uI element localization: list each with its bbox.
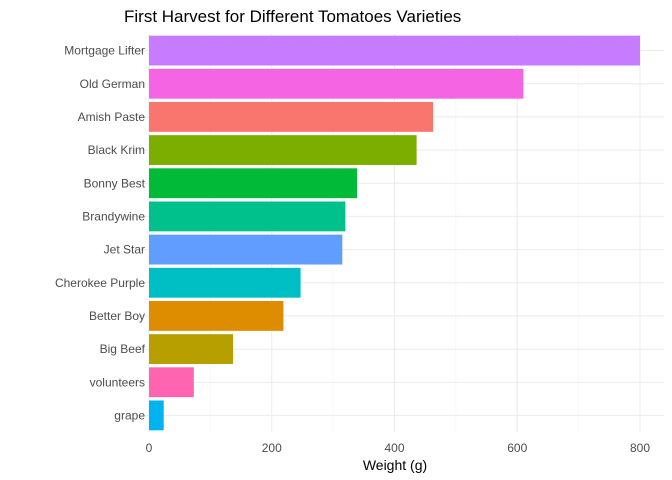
y-tick-label: Mortgage Lifter bbox=[64, 44, 145, 58]
y-tick-label: Cherokee Purple bbox=[55, 276, 145, 290]
x-tick-label: 800 bbox=[630, 441, 650, 455]
bar-mortgage-lifter bbox=[149, 35, 640, 66]
y-tick-label: Big Beef bbox=[100, 342, 146, 356]
x-axis-title: Weight (g) bbox=[363, 457, 427, 473]
bar-grape bbox=[149, 400, 164, 431]
y-tick-label: Brandywine bbox=[82, 209, 145, 223]
y-tick-label: Old German bbox=[80, 77, 145, 91]
y-tick-labels: Mortgage Lifter Old German Amish Paste Blac… bbox=[55, 44, 146, 423]
x-tick-label: 0 bbox=[146, 441, 153, 455]
bar-cherokee-purple bbox=[149, 267, 301, 298]
x-tick-label: 200 bbox=[262, 441, 282, 455]
bar-amish-paste bbox=[149, 101, 434, 132]
chart-title: First Harvest for Different Tomatoes Var… bbox=[124, 7, 461, 26]
y-tick-label: grape bbox=[114, 408, 145, 422]
bar-black-krim bbox=[149, 135, 417, 166]
bar-big-beef bbox=[149, 334, 234, 365]
x-tick-label: 600 bbox=[507, 441, 527, 455]
x-tick-labels: 0 200 400 600 800 bbox=[146, 441, 651, 455]
y-tick-label: Black Krim bbox=[88, 143, 145, 157]
y-tick-label: Better Boy bbox=[89, 309, 145, 323]
bar-brandywine bbox=[149, 201, 346, 232]
bar-bonny-best bbox=[149, 168, 358, 199]
y-tick-label: Amish Paste bbox=[78, 110, 146, 124]
y-tick-label: Jet Star bbox=[104, 243, 145, 257]
bar-layer bbox=[149, 35, 640, 431]
bar-jet-star bbox=[149, 234, 343, 265]
x-tick-label: 400 bbox=[384, 441, 404, 455]
bar-volunteers bbox=[149, 367, 194, 398]
y-tick-label: volunteers bbox=[90, 375, 145, 389]
y-tick-label: Bonny Best bbox=[84, 176, 146, 190]
bar-better-boy bbox=[149, 300, 284, 331]
bar-old-german bbox=[149, 68, 524, 99]
